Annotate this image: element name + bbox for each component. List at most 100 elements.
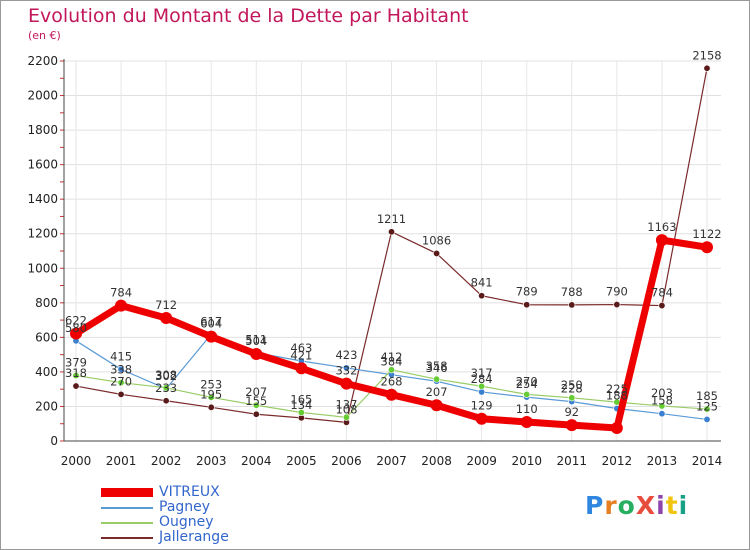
data-label: 789 <box>516 285 538 299</box>
y-tick-label: 1800 <box>27 123 58 137</box>
data-label: 92 <box>564 405 579 419</box>
data-label: 185 <box>696 389 718 403</box>
data-label: 253 <box>200 377 222 391</box>
data-point <box>207 393 215 401</box>
data-point <box>565 419 578 432</box>
x-tick-label: 2013 <box>647 454 678 468</box>
y-tick-label: 400 <box>35 365 58 379</box>
data-point <box>568 394 576 402</box>
x-tick-label: 2003 <box>196 454 227 468</box>
x-tick-label: 2008 <box>421 454 452 468</box>
legend-label: VITREUX <box>159 484 220 500</box>
data-label: 463 <box>290 341 312 355</box>
data-point <box>342 364 350 372</box>
data-point <box>385 388 398 401</box>
data-point <box>655 234 668 247</box>
data-point <box>433 375 441 383</box>
legend-item: Ougney <box>101 515 229 530</box>
data-label: 155 <box>245 394 267 408</box>
data-point <box>162 397 170 405</box>
data-point <box>250 347 263 360</box>
x-tick-label: 2006 <box>331 454 362 468</box>
proxiti-logo: ProXiti <box>585 491 689 520</box>
x-tick-label: 2014 <box>692 454 723 468</box>
data-label: 580 <box>65 321 87 335</box>
data-point <box>70 327 82 340</box>
data-label: 2158 <box>692 48 721 62</box>
data-label: 158 <box>651 394 673 408</box>
data-point <box>703 405 711 413</box>
data-point <box>387 366 395 374</box>
data-label: 412 <box>381 350 403 364</box>
data-point <box>117 379 125 387</box>
data-label: 784 <box>110 286 132 300</box>
data-label: 332 <box>335 364 357 378</box>
data-label: 504 <box>245 334 267 348</box>
data-label: 511 <box>245 333 267 347</box>
x-tick-label: 2007 <box>376 454 407 468</box>
y-tick-label: 2200 <box>27 54 58 68</box>
y-tick-label: 1600 <box>27 158 58 172</box>
data-label: 790 <box>606 285 628 299</box>
legend-swatch <box>101 488 153 497</box>
data-point <box>658 402 666 410</box>
data-point <box>207 403 215 411</box>
data-point <box>520 416 533 428</box>
data-point <box>475 412 488 425</box>
data-label: 250 <box>561 378 583 392</box>
chart-subtitle: (en €) <box>28 29 61 42</box>
y-tick-label: 200 <box>35 399 58 413</box>
data-label: 137 <box>335 397 357 411</box>
data-label: 617 <box>200 314 222 328</box>
data-label: 129 <box>471 399 493 413</box>
data-label: 788 <box>561 285 583 299</box>
legend-swatch <box>101 521 153 524</box>
data-label: 317 <box>471 366 493 380</box>
data-label: 165 <box>290 393 312 407</box>
legend-label: Jallerange <box>159 529 229 545</box>
data-label: 125 <box>696 399 718 413</box>
data-label: 195 <box>200 387 222 401</box>
data-label: 318 <box>65 366 87 380</box>
data-point <box>703 64 711 72</box>
data-label: 1122 <box>692 227 721 241</box>
data-point <box>252 401 260 409</box>
x-tick-label: 2012 <box>602 454 633 468</box>
legend-label: Pagney <box>159 499 211 515</box>
data-label: 225 <box>606 382 628 396</box>
data-point <box>523 390 531 398</box>
data-label: 622 <box>65 314 87 328</box>
data-point <box>295 362 308 375</box>
data-point <box>72 382 80 390</box>
data-label: 379 <box>65 356 87 370</box>
legend-item: Pagney <box>101 500 229 515</box>
data-label: 1211 <box>377 212 406 226</box>
data-label: 134 <box>290 398 312 412</box>
data-label: 604 <box>200 317 222 331</box>
data-label: 270 <box>110 374 132 388</box>
data-label: 108 <box>335 402 357 416</box>
data-point <box>205 330 218 343</box>
data-label: 784 <box>651 286 673 300</box>
x-tick-label: 2011 <box>557 454 588 468</box>
data-label: 207 <box>245 385 267 399</box>
chart-title: Evolution du Montant de la Dette par Hab… <box>28 5 469 27</box>
legend-swatch <box>101 506 153 509</box>
data-point <box>478 292 486 300</box>
x-tick-label: 2005 <box>286 454 317 468</box>
legend-swatch <box>101 536 153 539</box>
data-point <box>703 415 711 423</box>
data-point <box>478 382 486 390</box>
x-tick-label: 2000 <box>61 454 92 468</box>
data-point <box>160 312 173 325</box>
data-label: 308 <box>155 368 177 382</box>
data-label: 421 <box>290 348 312 362</box>
data-point <box>342 413 350 421</box>
x-tick-label: 2002 <box>151 454 182 468</box>
data-point <box>387 228 395 236</box>
data-label: 233 <box>155 381 177 395</box>
data-point <box>433 249 441 257</box>
y-tick-label: 600 <box>35 330 58 344</box>
data-label: 284 <box>471 372 493 386</box>
